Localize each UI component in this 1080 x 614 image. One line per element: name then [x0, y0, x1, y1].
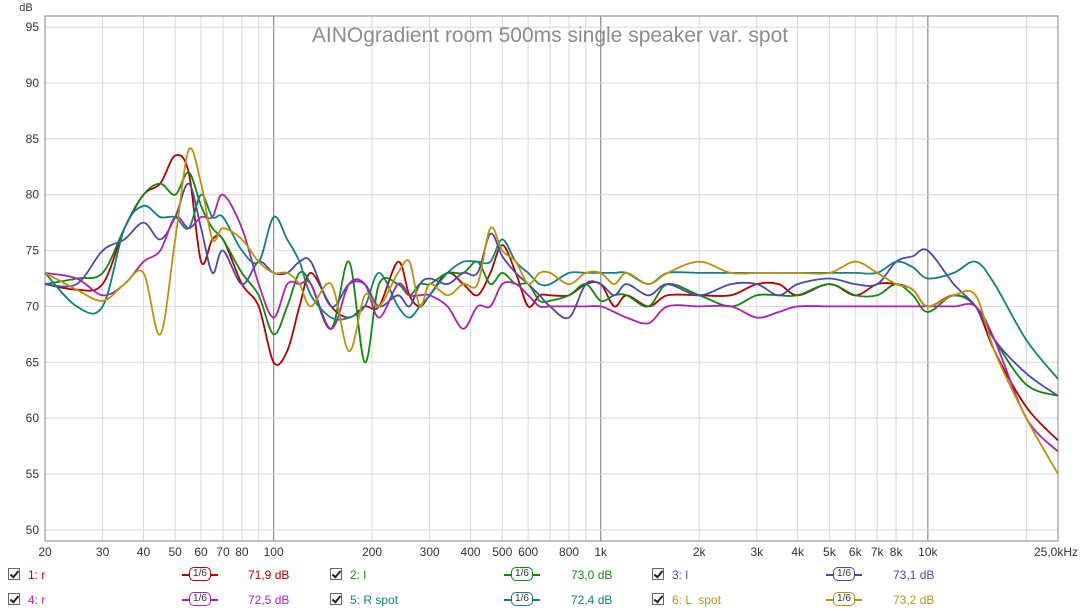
series-layer [44, 147, 1059, 475]
series-2-smoothing[interactable]: 1/6 [504, 566, 540, 581]
plot-area [45, 16, 1058, 541]
series-line-4 [44, 193, 1059, 453]
y-tick-label: 60 [26, 411, 40, 425]
series-4-spl: 72,5 dB [248, 593, 290, 607]
series-1-name: 1: r [28, 568, 46, 582]
y-tick-label: 70 [26, 299, 40, 313]
y-tick-label: 75 [26, 244, 40, 258]
series-6-name: 6: L spot [672, 593, 721, 607]
series-5-smoothing-label: 1/6 [511, 592, 533, 606]
series-4-checkbox[interactable] [8, 593, 20, 605]
series-6-checkbox[interactable] [652, 593, 664, 605]
series-line-6 [44, 147, 1059, 475]
series-4-name: 4: r [28, 593, 46, 607]
series-3-smoothing-label: 1/6 [833, 567, 855, 581]
x-tick-label: 6k [849, 545, 863, 559]
series-6-smoothing-label: 1/6 [833, 592, 855, 606]
series-1-checkbox[interactable] [8, 568, 20, 580]
series-5-smoothing[interactable]: 1/6 [504, 591, 540, 606]
plot-frame [44, 15, 1059, 542]
y-tick-label: 95 [26, 20, 40, 34]
series-line-5 [44, 193, 1059, 380]
y-tick-label: 55 [26, 467, 40, 481]
x-tick-label: 7k [871, 545, 885, 559]
series-3-smoothing[interactable]: 1/6 [826, 566, 862, 581]
series-2-name: 2: l [350, 568, 367, 582]
legend-row-2: 4: r 1/6 72,5 dB 5: R spot 1/6 72,4 dB 6… [0, 591, 1080, 611]
series-5-checkbox[interactable] [330, 593, 342, 605]
series-line-3 [44, 182, 1059, 397]
legend-row-1: 1: r 1/6 71,9 dB 2: l 1/6 73,0 dB 3: l 1… [0, 566, 1080, 586]
x-tick-label: 30 [96, 545, 110, 559]
series-2-checkbox[interactable] [330, 568, 342, 580]
x-tick-label: 70 [216, 545, 230, 559]
x-tick-label: 200 [362, 545, 382, 559]
x-tick-label: 800 [559, 545, 579, 559]
x-tick-label: 3k [750, 545, 764, 559]
series-6-smoothing[interactable]: 1/6 [826, 591, 862, 606]
series-3-spl: 73,1 dB [893, 568, 935, 582]
x-tick-label: 2k [693, 545, 707, 559]
y-tick-label: 65 [26, 355, 40, 369]
x-tick-label: 500 [492, 545, 512, 559]
x-tick-label: 10k [918, 545, 938, 559]
y-tick-label: 90 [26, 76, 40, 90]
series-3-checkbox[interactable] [652, 568, 664, 580]
series-1-spl: 71,9 dB [248, 568, 290, 582]
series-1-smoothing-label: 1/6 [189, 567, 211, 581]
x-tick-label: 25,0kHz [1034, 545, 1078, 559]
series-2-smoothing-label: 1/6 [511, 567, 533, 581]
y-tick-label: 50 [26, 523, 40, 537]
x-tick-label: 300 [420, 545, 440, 559]
x-tick-label: 600 [518, 545, 538, 559]
series-2-spl: 73,0 dB [571, 568, 613, 582]
x-tick-label: 1k [594, 545, 608, 559]
series-5-spl: 72,4 dB [571, 593, 613, 607]
series-5-name: 5: R spot [350, 593, 399, 607]
x-tick-label: 40 [137, 545, 151, 559]
series-3-name: 3: l [672, 568, 689, 582]
y-tick-label: 80 [26, 188, 40, 202]
x-tick-label: 60 [194, 545, 208, 559]
x-tick-label: 20 [38, 545, 52, 559]
grid [45, 16, 1058, 541]
chart-title: AINOgradient room 500ms single speaker v… [312, 24, 788, 47]
x-tick-label: 4k [791, 545, 805, 559]
x-tick-label: 80 [235, 545, 249, 559]
x-tick-label: 5k [823, 545, 837, 559]
y-tick-label: 85 [26, 132, 40, 146]
series-line-2 [44, 171, 1059, 397]
series-6-spl: 73,2 dB [893, 593, 935, 607]
x-tick-label: 8k [890, 545, 904, 559]
series-4-smoothing-label: 1/6 [189, 592, 211, 606]
series-1-smoothing[interactable]: 1/6 [182, 566, 218, 581]
x-tick-label: 50 [168, 545, 182, 559]
frequency-response-chart: 50 55 60 65 70 75 80 85 90 95 20 30 40 50 60 70 80 100 200… [19, 2, 1078, 559]
x-tick-label: 100 [264, 545, 284, 559]
axes: 50 55 60 65 70 75 80 85 90 95 20 30 40 50 60 70 80 100 200… [26, 15, 1078, 559]
y-axis-label: dB [19, 2, 32, 14]
series-4-smoothing[interactable]: 1/6 [182, 591, 218, 606]
x-tick-label: 400 [461, 545, 481, 559]
